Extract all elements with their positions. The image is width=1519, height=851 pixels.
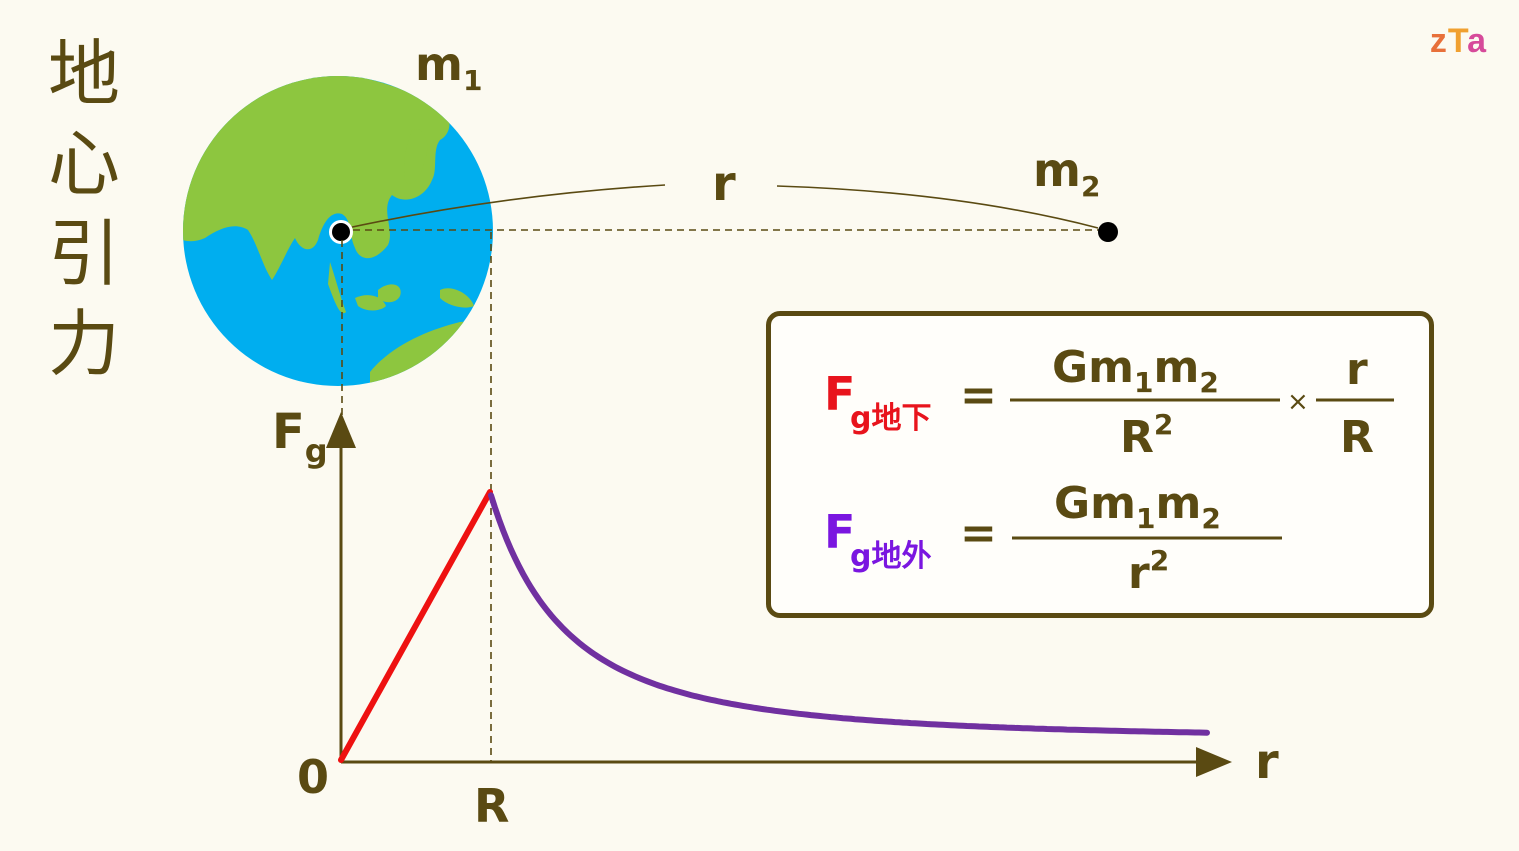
y-axis-label: Fg bbox=[272, 404, 328, 470]
formula-inside-denominator: R2 bbox=[1120, 408, 1173, 463]
title-char-4: 力 bbox=[47, 302, 120, 386]
inside-earth-curve bbox=[338, 489, 493, 763]
formula-inside-times: × bbox=[1287, 387, 1309, 417]
origin-label: 0 bbox=[297, 750, 329, 804]
formula-outside-sub: g地外 bbox=[850, 539, 931, 574]
formula-outside-numerator: Gm1m2 bbox=[1054, 478, 1221, 535]
formula-inside-numerator: Gm1m2 bbox=[1052, 342, 1219, 399]
m2-point bbox=[1098, 222, 1118, 242]
x-axis-label: r bbox=[1255, 734, 1279, 790]
formula-outside: F g地外 = Gm1m2 r2 bbox=[824, 478, 1282, 599]
formula-inside-ratio-num: r bbox=[1346, 344, 1368, 395]
formula-inside-ratio-den: R bbox=[1340, 412, 1374, 463]
formula-inside-eq: = bbox=[960, 370, 997, 421]
formula-box bbox=[766, 311, 1434, 618]
m2-label: m2 bbox=[1033, 143, 1100, 203]
m1-point bbox=[332, 223, 350, 241]
r-brace-left bbox=[342, 184, 666, 230]
r-top-label: r bbox=[712, 156, 736, 212]
title-char-2: 心 bbox=[47, 122, 120, 206]
formula-outside-F: F bbox=[824, 505, 855, 559]
formula-inside-sub: g地下 bbox=[850, 401, 931, 436]
r-brace-right bbox=[776, 185, 1099, 229]
formula-outside-eq: = bbox=[960, 508, 997, 559]
x-tick-R: R bbox=[474, 779, 509, 833]
formula-inside-F: F bbox=[824, 367, 855, 421]
zta-logo: zTa bbox=[1429, 22, 1487, 60]
formula-inside: F g地下 = Gm1m2 R2 × r R bbox=[824, 342, 1394, 463]
formula-outside-denominator: r2 bbox=[1128, 544, 1169, 599]
outside-earth-curve bbox=[488, 492, 1210, 736]
title-char-3: 引 bbox=[47, 212, 120, 296]
title-char-1: 地 bbox=[47, 32, 120, 116]
m1-label: m1 bbox=[415, 37, 482, 97]
